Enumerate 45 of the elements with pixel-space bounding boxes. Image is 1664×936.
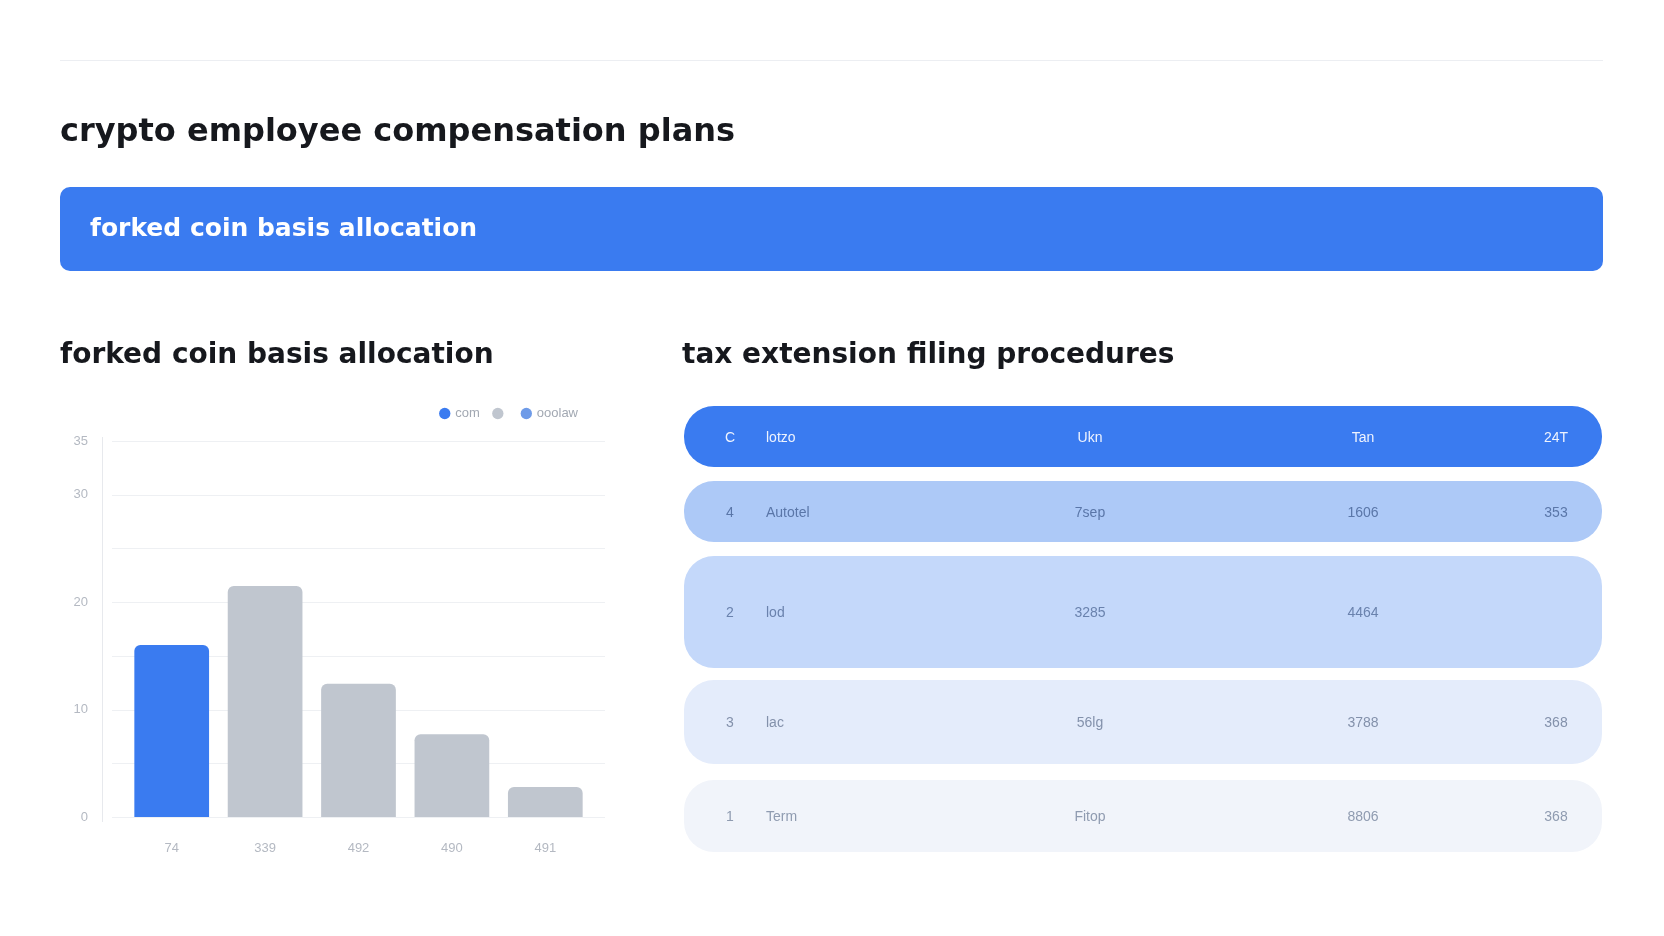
text: C <box>724 427 736 446</box>
bar <box>227 586 303 817</box>
bar <box>321 683 396 817</box>
text: 368 <box>1544 713 1568 731</box>
x-tick-label: 491 <box>534 840 557 856</box>
text: Ukn <box>1077 427 1103 446</box>
x-tick-label: 490 <box>441 840 463 856</box>
x-tick-label: 74 <box>164 840 179 856</box>
text: 353 <box>1544 502 1568 521</box>
legend-label: ooolaw <box>536 405 579 421</box>
x-tick-label: 492 <box>347 840 370 856</box>
y-tick-label: 30 <box>73 486 88 502</box>
text: 2 <box>726 603 734 621</box>
text: forked coin basis allocation <box>90 212 478 244</box>
text: 4464 <box>1347 603 1379 621</box>
bar <box>414 734 490 817</box>
text: Tan <box>1351 427 1375 446</box>
text: 3285 <box>1074 603 1106 621</box>
y-tick-label: 35 <box>73 432 88 448</box>
text: Fitop <box>1074 807 1106 825</box>
bar <box>507 786 583 817</box>
text: lotzo <box>766 427 796 446</box>
text: lod <box>766 603 785 621</box>
y-tick-label: 20 <box>73 593 88 609</box>
text: Term <box>766 807 798 825</box>
text: 7sep <box>1074 502 1106 521</box>
bar <box>134 645 210 817</box>
text: 3 <box>726 713 734 731</box>
text: 8806 <box>1347 807 1379 825</box>
text: 1 <box>726 807 734 825</box>
y-tick-label: 0 <box>80 808 88 824</box>
y-tick-label: 10 <box>73 701 88 717</box>
text: 24T <box>1543 427 1569 446</box>
text: 56lg <box>1076 713 1104 731</box>
text: tax extension filing procedures <box>682 336 1175 372</box>
text: 4 <box>726 502 734 521</box>
text: lac <box>766 713 784 731</box>
text: crypto employee compensation plans <box>60 110 736 150</box>
legend-label: com <box>455 405 480 421</box>
chart-title: forked coin basis allocation <box>60 336 494 372</box>
text: Autotel <box>766 502 810 521</box>
text: 368 <box>1544 807 1568 825</box>
text: 1606 <box>1347 502 1379 521</box>
x-tick-label: 339 <box>254 840 276 856</box>
text: 3788 <box>1347 713 1379 731</box>
